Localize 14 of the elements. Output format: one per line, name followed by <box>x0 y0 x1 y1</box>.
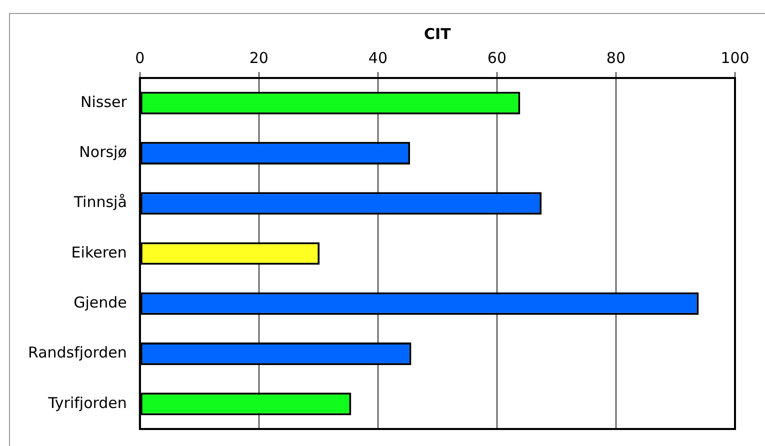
y-tick-label: Gjende <box>74 294 127 312</box>
x-tick-label: 100 <box>720 48 750 67</box>
x-tick-label: 40 <box>368 48 388 67</box>
x-tick-label: 20 <box>249 48 268 67</box>
y-tick-label: Nisser <box>80 92 128 111</box>
x-axis-title: CIT <box>424 24 452 43</box>
y-tick-label: Randsfjorden <box>28 344 127 362</box>
y-tick-label: Tinnsjå <box>72 193 127 212</box>
y-tick-label: Norsjø <box>79 143 127 162</box>
y-tick-label: Tyrifjorden <box>47 394 127 412</box>
x-tick-label: 80 <box>606 48 626 67</box>
y-tick-label: Eikeren <box>71 243 127 262</box>
x-tick-label: 0 <box>135 48 145 67</box>
x-tick-label: 60 <box>487 48 507 67</box>
